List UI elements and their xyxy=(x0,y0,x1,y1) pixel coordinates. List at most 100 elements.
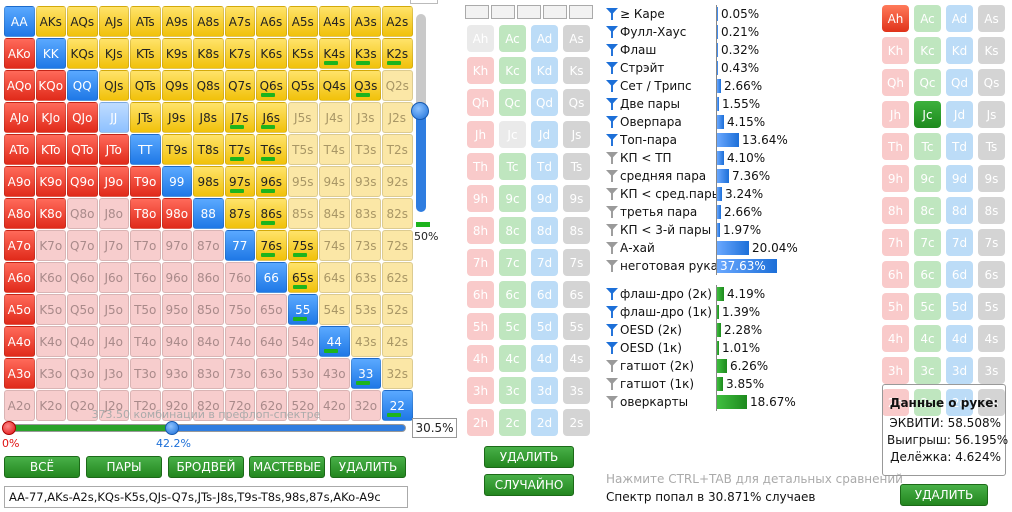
hand-cell[interactable]: 76o xyxy=(224,262,255,293)
board-card[interactable]: 5h xyxy=(467,313,494,340)
board-card[interactable]: 2s xyxy=(563,409,590,436)
board-slot[interactable] xyxy=(491,5,515,19)
hand-cell[interactable]: 82s xyxy=(382,198,413,229)
board-card[interactable]: Qs xyxy=(563,89,590,116)
hand-cell[interactable]: 82o xyxy=(193,390,224,421)
board-card[interactable]: 6c xyxy=(499,281,526,308)
hand-card[interactable]: 2c xyxy=(914,389,941,416)
hand-cell[interactable]: 75o xyxy=(224,294,255,325)
hand-cell[interactable]: K3s xyxy=(350,38,381,69)
range-slider-mid-knob[interactable] xyxy=(165,421,179,435)
hand-cell[interactable]: A4s xyxy=(319,6,350,37)
filter-icon[interactable] xyxy=(606,188,618,200)
hand-cell[interactable]: 93s xyxy=(350,166,381,197)
hand-cell[interactable]: 74o xyxy=(224,326,255,357)
hand-cell[interactable]: JTo xyxy=(98,134,129,165)
suited-button[interactable]: МАСТЕВЫЕ xyxy=(249,456,325,478)
hand-card[interactable]: 6d xyxy=(946,261,973,288)
hand-cell[interactable]: T4o xyxy=(130,326,161,357)
board-card[interactable]: 5s xyxy=(563,313,590,340)
range-slider-left-knob[interactable] xyxy=(2,421,16,435)
hand-cell[interactable]: 52o xyxy=(287,390,318,421)
filter-icon[interactable] xyxy=(606,306,618,318)
filter-icon[interactable] xyxy=(606,26,618,38)
hand-card[interactable]: Qh xyxy=(882,69,909,96)
hand-cell[interactable]: A8o xyxy=(4,198,35,229)
hand-cell[interactable]: K8o xyxy=(35,198,66,229)
hand-cell[interactable]: K3o xyxy=(35,358,66,389)
hand-cell[interactable]: K6o xyxy=(35,262,66,293)
hand-cell[interactable]: QJo xyxy=(67,102,98,133)
hand-cell[interactable]: AKo xyxy=(4,38,35,69)
delete-board-button[interactable]: УДАЛИТЬ xyxy=(484,446,574,468)
board-card[interactable]: 4h xyxy=(467,345,494,372)
hand-cell[interactable]: T9s xyxy=(161,134,192,165)
board-card[interactable]: 3s xyxy=(563,377,590,404)
hand-cell[interactable]: 53o xyxy=(287,358,318,389)
board-card[interactable]: 8h xyxy=(467,217,494,244)
hand-cell[interactable]: K6s xyxy=(256,38,287,69)
board-card[interactable]: Qc xyxy=(499,89,526,116)
board-card[interactable]: Tc xyxy=(499,153,526,180)
board-card[interactable]: 9d xyxy=(531,185,558,212)
hand-cell[interactable]: 32o xyxy=(350,390,381,421)
hand-card[interactable]: Jc xyxy=(914,101,941,128)
hand-cell[interactable]: 87s xyxy=(224,198,255,229)
hand-cell[interactable]: 85s xyxy=(287,198,318,229)
hand-cell[interactable]: A9s xyxy=(161,6,192,37)
hand-card[interactable]: 6c xyxy=(914,261,941,288)
hand-cell[interactable]: 96s xyxy=(256,166,287,197)
hand-cell[interactable]: T6o xyxy=(130,262,161,293)
hand-cell[interactable]: QTs xyxy=(130,70,161,101)
filter-icon[interactable] xyxy=(606,134,618,146)
hand-cell[interactable]: A9o xyxy=(4,166,35,197)
filter-icon[interactable] xyxy=(606,62,618,74)
range-slider[interactable] xyxy=(6,424,406,432)
hand-card[interactable]: Ac xyxy=(914,5,941,32)
hand-cell[interactable]: 65s xyxy=(287,262,318,293)
hand-cell[interactable]: J7o xyxy=(98,230,129,261)
hand-cell[interactable]: T9o xyxy=(130,166,161,197)
hand-cell[interactable]: K4o xyxy=(35,326,66,357)
hand-cell[interactable]: 63o xyxy=(256,358,287,389)
hand-cell[interactable]: 42o xyxy=(319,390,350,421)
hand-cell[interactable]: A5o xyxy=(4,294,35,325)
hand-cell[interactable]: AJs xyxy=(98,6,129,37)
hand-cell[interactable]: 85o xyxy=(193,294,224,325)
hand-card[interactable]: 8s xyxy=(978,197,1005,224)
hand-cell[interactable]: 96o xyxy=(161,262,192,293)
hand-card[interactable]: 8c xyxy=(914,197,941,224)
hand-cell[interactable]: J6o xyxy=(98,262,129,293)
hand-cell[interactable]: KTo xyxy=(35,134,66,165)
hand-card[interactable]: 9d xyxy=(946,165,973,192)
hand-cell[interactable]: T2o xyxy=(130,390,161,421)
hand-cell[interactable]: 87o xyxy=(193,230,224,261)
hand-cell[interactable]: KK xyxy=(35,38,66,69)
hand-card[interactable]: 5c xyxy=(914,293,941,320)
hand-cell[interactable]: A4o xyxy=(4,326,35,357)
hand-cell[interactable]: JJ xyxy=(98,102,129,133)
hand-cell[interactable]: 64o xyxy=(256,326,287,357)
board-card[interactable]: 9s xyxy=(563,185,590,212)
hand-card[interactable]: Qd xyxy=(946,69,973,96)
hand-cell[interactable]: 92s xyxy=(382,166,413,197)
hand-card[interactable]: 3d xyxy=(946,357,973,384)
hand-cell[interactable]: A2s xyxy=(382,6,413,37)
hand-cell[interactable]: A3s xyxy=(350,6,381,37)
hand-cell[interactable]: QTo xyxy=(67,134,98,165)
hand-cell[interactable]: 94s xyxy=(319,166,350,197)
board-card[interactable]: 6d xyxy=(531,281,558,308)
hand-cell[interactable]: K7o xyxy=(35,230,66,261)
hand-card[interactable]: 2d xyxy=(946,389,973,416)
hand-cell[interactable]: Q8s xyxy=(193,70,224,101)
board-card[interactable]: Qd xyxy=(531,89,558,116)
hand-cell[interactable]: 72o xyxy=(224,390,255,421)
hand-card[interactable]: Th xyxy=(882,133,909,160)
hand-cell[interactable]: K9s xyxy=(161,38,192,69)
hand-card[interactable]: 7h xyxy=(882,229,909,256)
board-card[interactable]: 6h xyxy=(467,281,494,308)
hand-cell[interactable]: 74s xyxy=(319,230,350,261)
hand-cell[interactable]: 72s xyxy=(382,230,413,261)
hand-cell[interactable]: J5o xyxy=(98,294,129,325)
hand-cell[interactable]: KJs xyxy=(98,38,129,69)
